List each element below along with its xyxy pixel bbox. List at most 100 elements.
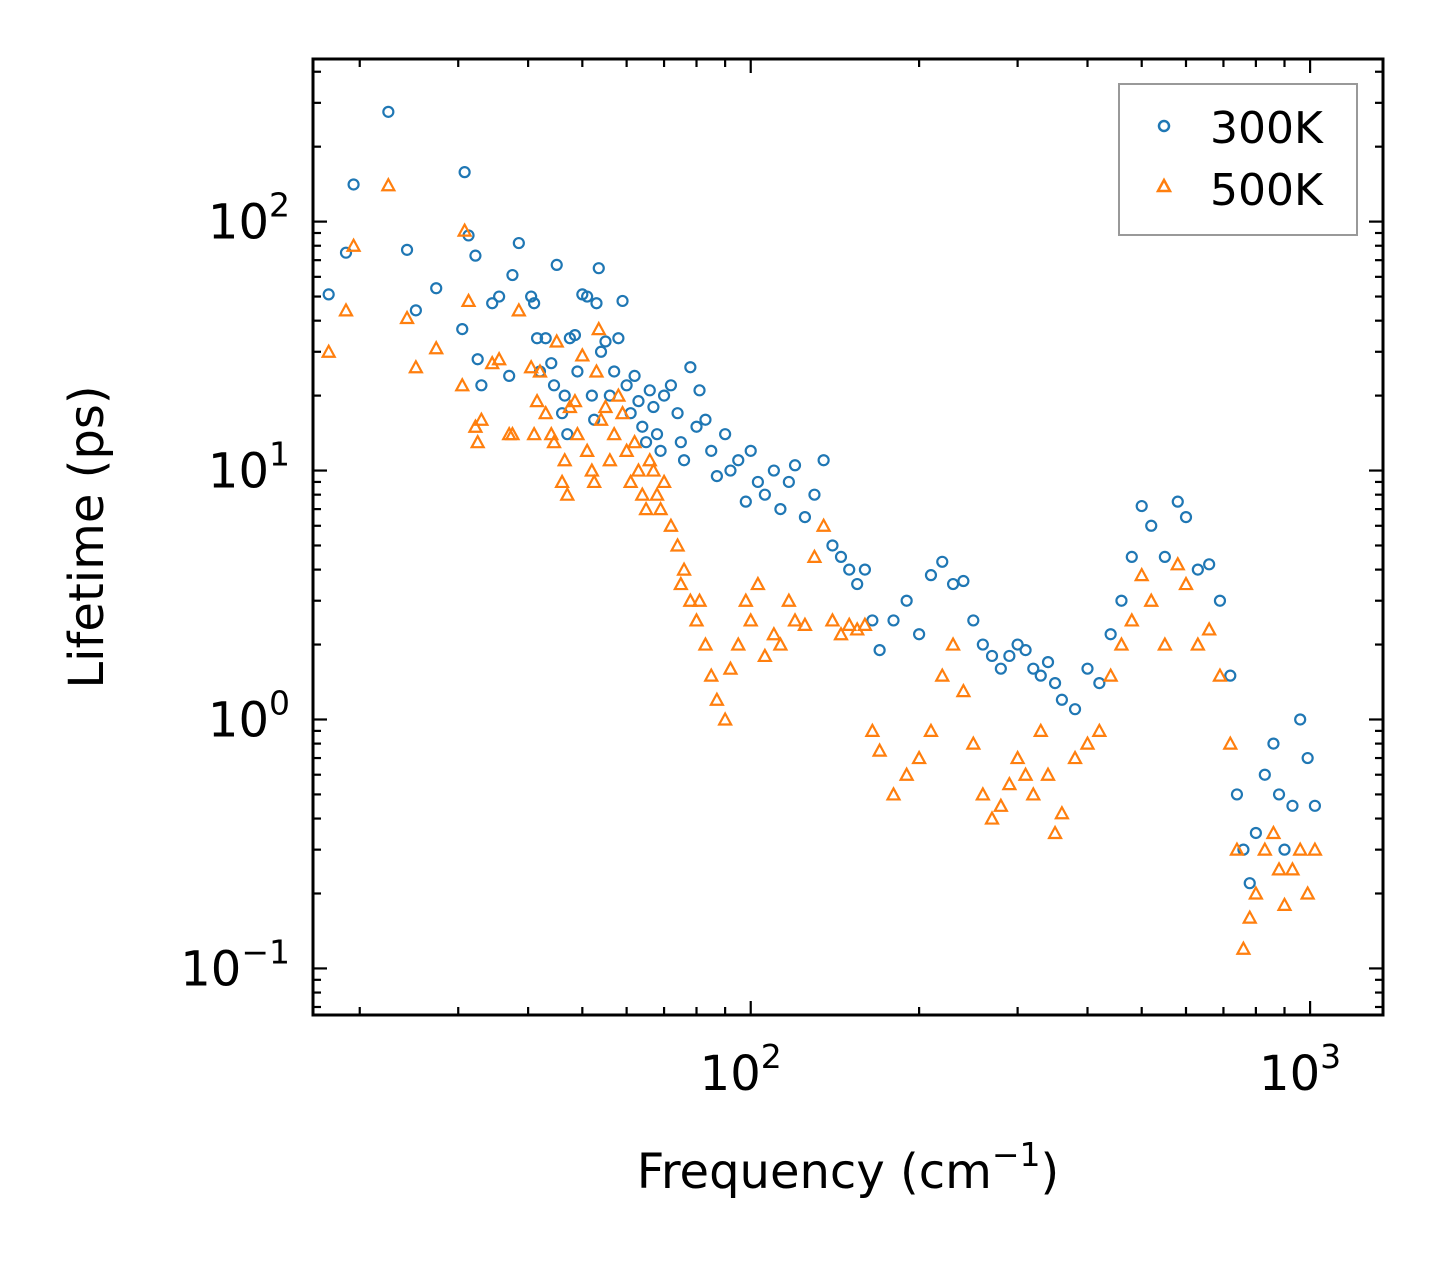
data-point-500k: [806, 548, 823, 563]
y-tick-label-base: 10: [208, 195, 269, 251]
data-point-300k: [639, 436, 653, 449]
data-point-500k: [885, 786, 902, 801]
data-point-300k: [719, 428, 732, 441]
data-point-500k: [1284, 861, 1301, 876]
data-point-500k: [833, 625, 849, 641]
data-point-500k: [1292, 841, 1309, 856]
data-point-300k: [994, 662, 1007, 675]
data-point-300k: [808, 488, 821, 501]
data-point-300k: [539, 332, 552, 345]
data-point-500k: [652, 500, 669, 516]
data-point-300k: [561, 428, 574, 441]
data-point-300k: [568, 329, 582, 342]
y-tick-label-base: 10: [208, 444, 269, 500]
data-point-500k: [824, 612, 841, 627]
data-point-300k: [608, 365, 621, 378]
data-point-300k: [913, 628, 926, 641]
data-point-500k: [898, 766, 915, 781]
data-point-500k: [345, 237, 362, 252]
data-point-500k: [1307, 841, 1323, 856]
data-point-300k: [400, 243, 414, 256]
data-point-300k: [699, 413, 712, 426]
x-tick-label-base: 10: [700, 1046, 761, 1102]
data-point-500k: [709, 691, 725, 706]
data-point-300k: [976, 638, 989, 651]
data-point-500k: [428, 339, 445, 355]
data-point-300k: [506, 268, 519, 282]
data-point-500k: [815, 517, 832, 532]
data-point-500k: [934, 667, 951, 682]
data-point-500k: [554, 473, 570, 489]
y-tick-label: 101: [208, 435, 290, 500]
data-point-500k: [1178, 575, 1194, 591]
data-point-300k: [1125, 550, 1138, 563]
data-point-500k: [787, 612, 803, 627]
data-point-300k: [558, 389, 571, 402]
data-point-300k: [758, 488, 771, 501]
data-point-500k: [491, 350, 507, 366]
x-axis-label-end: ): [1041, 1144, 1060, 1200]
data-point-500k: [1299, 885, 1316, 900]
data-point-500k: [864, 722, 881, 737]
data-point-300k: [788, 459, 802, 472]
data-point-300k: [1019, 643, 1032, 657]
data-point-500k: [669, 537, 686, 552]
data-point-300k: [528, 297, 541, 310]
data-point-500k: [645, 462, 662, 477]
data-point-500k: [320, 343, 337, 358]
data-point-500k: [781, 592, 797, 607]
data-point-500k: [1248, 885, 1264, 900]
data-point-500k: [688, 612, 705, 627]
data-point-300k: [985, 649, 999, 663]
data-point-500k: [556, 451, 573, 467]
data-point-300k: [967, 614, 980, 627]
data-point-500k: [676, 561, 692, 576]
data-point-300k: [503, 369, 516, 382]
data-point-300k: [732, 454, 745, 467]
data-point-300k: [530, 332, 544, 345]
data-points-layer: [320, 105, 1323, 955]
data-point-300k: [1179, 511, 1193, 524]
data-point-300k: [1243, 877, 1256, 890]
data-point-300k: [493, 290, 506, 303]
data-point-300k: [339, 246, 353, 259]
data-point-500k: [974, 786, 991, 801]
data-point-300k: [616, 294, 629, 308]
data-point-300k: [1272, 788, 1286, 801]
data-point-500k: [1102, 667, 1119, 682]
data-point-300k: [1230, 788, 1244, 801]
data-point-300k: [571, 365, 584, 378]
data-point-300k: [1055, 693, 1069, 706]
data-point-300k: [347, 178, 360, 191]
data-point-500k: [923, 722, 939, 737]
data-point-300k: [858, 563, 871, 576]
data-point-300k: [1278, 843, 1291, 856]
data-point-300k: [1003, 649, 1016, 663]
data-point-300k: [1191, 563, 1204, 576]
y-tick-label-exponent: 1: [269, 435, 290, 474]
data-point-300k: [456, 323, 469, 336]
data-point-500k: [1123, 612, 1140, 627]
data-point-500k: [857, 616, 873, 631]
data-point-300k: [1027, 662, 1040, 675]
data-point-300k: [620, 379, 633, 392]
data-point-300k: [710, 469, 723, 483]
data-point-500k: [672, 575, 689, 591]
data-point-300k: [322, 288, 335, 301]
data-point-500k: [1265, 824, 1282, 840]
data-point-500k: [606, 425, 623, 441]
data-point-500k: [467, 418, 484, 433]
y-tick-label-exponent: 0: [269, 683, 290, 722]
data-point-500k: [588, 363, 605, 378]
data-point-500k: [730, 636, 747, 651]
y-tick-label-exponent: 2: [269, 186, 290, 225]
data-point-500k: [1054, 804, 1070, 820]
data-point-500k: [945, 636, 961, 651]
data-point-300k: [632, 395, 645, 408]
data-point-500k: [618, 442, 635, 457]
data-point-500k: [380, 176, 397, 192]
data-point-300k: [547, 379, 561, 392]
data-point-300k: [1011, 638, 1024, 651]
data-point-300k: [628, 369, 641, 382]
